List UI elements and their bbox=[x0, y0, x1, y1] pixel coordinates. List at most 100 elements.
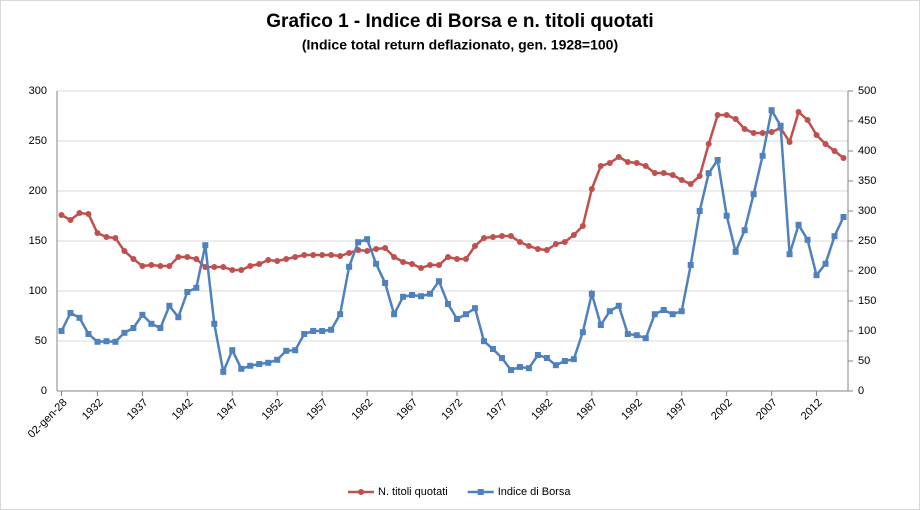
marker bbox=[382, 245, 389, 251]
marker bbox=[741, 126, 748, 132]
marker bbox=[94, 230, 101, 236]
marker bbox=[103, 234, 110, 240]
marker bbox=[130, 256, 137, 262]
marker bbox=[445, 254, 452, 260]
marker bbox=[732, 116, 739, 122]
marker bbox=[525, 243, 532, 249]
marker bbox=[696, 173, 703, 179]
marker bbox=[750, 130, 757, 136]
marker bbox=[139, 263, 146, 269]
marker bbox=[391, 254, 398, 260]
marker bbox=[184, 254, 191, 260]
marker bbox=[696, 208, 703, 214]
marker bbox=[112, 235, 119, 241]
marker bbox=[364, 236, 371, 243]
marker bbox=[471, 243, 478, 249]
marker bbox=[498, 233, 505, 239]
marker bbox=[507, 233, 514, 239]
marker bbox=[112, 338, 119, 345]
marker bbox=[642, 335, 649, 342]
y-tick-label: 250 bbox=[29, 135, 47, 147]
marker bbox=[597, 163, 604, 169]
marker bbox=[534, 246, 541, 252]
marker bbox=[723, 212, 730, 219]
marker bbox=[301, 331, 308, 337]
marker bbox=[588, 290, 595, 297]
marker bbox=[265, 257, 272, 263]
marker bbox=[283, 347, 290, 354]
marker bbox=[453, 316, 460, 322]
y-tick-label: 100 bbox=[29, 285, 47, 297]
marker bbox=[256, 361, 263, 367]
marker bbox=[543, 247, 550, 253]
marker bbox=[471, 305, 478, 312]
marker bbox=[211, 264, 218, 270]
marker bbox=[157, 325, 164, 331]
marker bbox=[795, 221, 802, 228]
marker bbox=[166, 302, 173, 309]
marker bbox=[193, 284, 200, 291]
marker bbox=[498, 355, 505, 361]
marker bbox=[705, 170, 712, 177]
marker bbox=[391, 311, 398, 318]
legend-label: N. titoli quotati bbox=[378, 486, 448, 498]
marker bbox=[418, 293, 425, 300]
marker bbox=[831, 148, 838, 154]
marker bbox=[175, 314, 182, 321]
marker bbox=[732, 248, 739, 255]
marker bbox=[561, 239, 568, 245]
marker bbox=[310, 252, 317, 258]
marker bbox=[157, 263, 164, 269]
marker bbox=[651, 311, 658, 318]
marker bbox=[328, 252, 335, 258]
marker bbox=[220, 368, 227, 375]
marker bbox=[759, 130, 766, 136]
marker bbox=[687, 262, 694, 268]
marker bbox=[642, 163, 649, 169]
marker bbox=[247, 362, 254, 369]
marker bbox=[409, 261, 416, 267]
marker bbox=[822, 141, 829, 147]
marker bbox=[705, 141, 712, 147]
marker bbox=[543, 355, 550, 361]
y2-tick-label: 50 bbox=[858, 355, 870, 367]
marker bbox=[229, 267, 236, 273]
marker bbox=[121, 248, 128, 254]
legend-label: Indice di Borsa bbox=[498, 486, 572, 498]
marker bbox=[58, 328, 65, 334]
y2-tick-label: 100 bbox=[858, 325, 876, 337]
marker bbox=[552, 241, 559, 247]
y-tick-label: 150 bbox=[29, 235, 47, 247]
marker bbox=[723, 112, 730, 118]
marker bbox=[346, 250, 353, 256]
marker bbox=[480, 235, 487, 241]
marker bbox=[534, 352, 541, 358]
marker bbox=[445, 301, 452, 307]
marker bbox=[148, 262, 155, 268]
marker bbox=[274, 356, 281, 363]
marker bbox=[265, 359, 272, 366]
marker bbox=[516, 364, 523, 370]
marker bbox=[292, 254, 299, 260]
y2-tick-label: 400 bbox=[858, 145, 876, 157]
marker bbox=[175, 254, 182, 260]
marker bbox=[346, 263, 353, 270]
marker bbox=[58, 212, 65, 218]
marker bbox=[184, 289, 191, 295]
marker bbox=[400, 259, 407, 265]
marker bbox=[85, 331, 92, 337]
marker bbox=[786, 251, 793, 258]
marker bbox=[633, 160, 640, 166]
marker bbox=[337, 311, 344, 318]
marker bbox=[795, 109, 802, 115]
marker bbox=[597, 322, 604, 328]
marker bbox=[76, 210, 83, 216]
marker bbox=[633, 332, 640, 339]
marker bbox=[453, 256, 460, 262]
marker bbox=[660, 170, 667, 176]
marker bbox=[714, 157, 721, 163]
marker bbox=[606, 160, 613, 166]
marker bbox=[409, 292, 416, 298]
marker bbox=[373, 246, 380, 252]
